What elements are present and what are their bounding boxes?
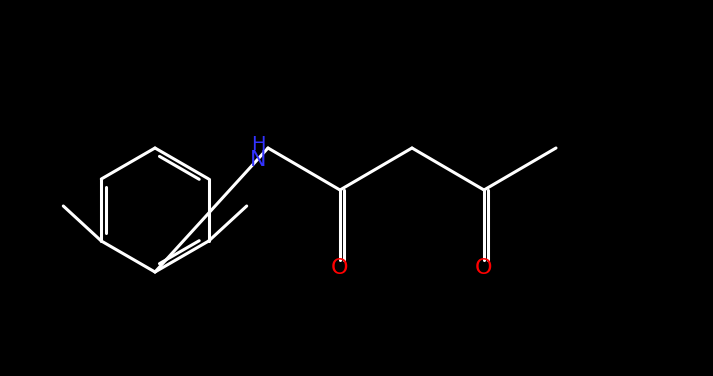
Text: O: O [476,258,493,278]
Text: O: O [332,258,349,278]
Text: N: N [250,150,266,170]
Text: H: H [251,135,265,153]
